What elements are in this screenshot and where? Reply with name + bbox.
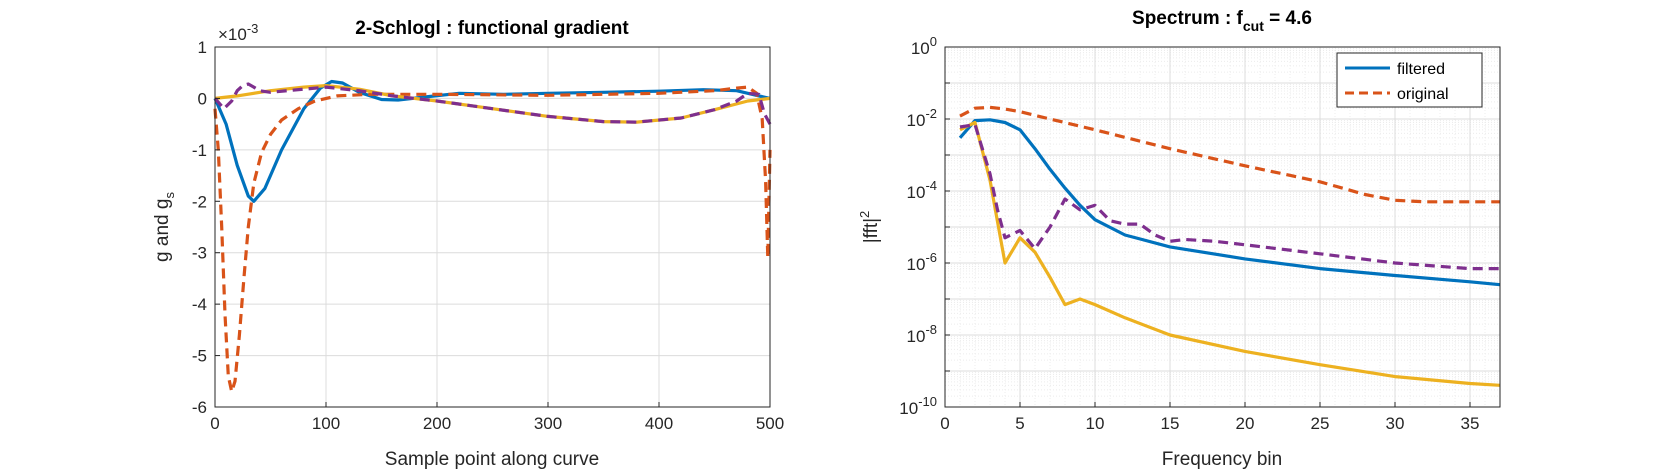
spectrum-title-tail: = 4.6 bbox=[1264, 8, 1312, 29]
gradient-y-label-main: g and g bbox=[152, 199, 173, 262]
y-tick-label: -1 bbox=[192, 141, 207, 160]
spectrum-series-line-3 bbox=[959, 120, 1501, 387]
x-tick-label: 35 bbox=[1461, 414, 1480, 433]
spectrum-title-main: Spectrum : f bbox=[1132, 8, 1244, 29]
gradient-y-label: g and gs bbox=[152, 192, 177, 262]
y-exponent-prefix: ×10 bbox=[218, 25, 247, 44]
y-tick-label: 100 bbox=[911, 34, 937, 58]
y-tick-label: 10-8 bbox=[907, 322, 937, 346]
x-tick-label: 0 bbox=[210, 414, 219, 433]
y-tick-label: -3 bbox=[192, 244, 207, 263]
x-tick-label: 500 bbox=[756, 414, 784, 433]
y-tick-label: 0 bbox=[198, 89, 207, 108]
x-tick-label: 400 bbox=[645, 414, 673, 433]
x-tick-label: 30 bbox=[1386, 414, 1405, 433]
x-tick-label: 100 bbox=[312, 414, 340, 433]
legend-filtered-label: filtered bbox=[1397, 61, 1445, 78]
x-tick-label: 0 bbox=[940, 414, 949, 433]
x-tick-label: 20 bbox=[1236, 414, 1255, 433]
gradient-series-line-2 bbox=[213, 85, 772, 394]
x-tick-label: 300 bbox=[534, 414, 562, 433]
gradient-x-ticks: 0 100 200 300 400 500 bbox=[210, 402, 784, 433]
y-tick-label: 10-6 bbox=[907, 250, 937, 274]
y-tick-label: -6 bbox=[192, 398, 207, 417]
y-exponent-power: -3 bbox=[247, 21, 259, 36]
gradient-y-label-sub: s bbox=[162, 192, 177, 199]
x-tick-label: 200 bbox=[423, 414, 451, 433]
y-exponent-label: ×10-3 bbox=[218, 21, 258, 44]
x-tick-label: 10 bbox=[1086, 414, 1105, 433]
spectrum-plot: 0 5 10 15 20 25 30 35 10010-210-410-610-810-10 … bbox=[857, 8, 1501, 470]
gradient-series-line-4 bbox=[213, 82, 772, 125]
y-tick-label: 1 bbox=[198, 38, 207, 57]
y-tick-label: -5 bbox=[192, 347, 207, 366]
spectrum-y-ticks: 100 10-2 10-4 10-6 10-8 10-10 bbox=[899, 34, 950, 418]
x-tick-label: 15 bbox=[1161, 414, 1180, 433]
gradient-series bbox=[213, 79, 772, 394]
spectrum-y-label-main: |fft| bbox=[861, 218, 882, 243]
y-tick-label: 10-4 bbox=[907, 178, 937, 202]
legend-box bbox=[1336, 52, 1483, 108]
spectrum-title-sub: cut bbox=[1243, 18, 1264, 34]
spectrum-x-ticks: 0 5 10 15 20 25 30 35 bbox=[940, 402, 1479, 433]
gradient-plot: 0 100 200 300 400 500 1 0 -1 -2 -3 -4 -5 -6 2-Schlog… bbox=[152, 18, 784, 470]
spectrum-y-label: |fft|2 bbox=[857, 211, 882, 244]
y-tick-label: -2 bbox=[192, 192, 207, 211]
spectrum-legend: filtered original bbox=[1336, 52, 1483, 108]
x-tick-label: 5 bbox=[1015, 414, 1024, 433]
gradient-plot-area bbox=[215, 47, 770, 407]
y-tick-label: 10-2 bbox=[907, 106, 937, 130]
x-tick-label: 25 bbox=[1311, 414, 1330, 433]
gradient-y-ticks: 1 0 -1 -2 -3 -4 -5 -6 bbox=[192, 38, 220, 417]
gradient-x-label: Sample point along curve bbox=[385, 449, 599, 470]
spectrum-series-line-1 bbox=[958, 118, 1501, 287]
spectrum-series bbox=[958, 105, 1501, 387]
spectrum-series-line-4 bbox=[959, 123, 1500, 271]
spectrum-series-line-2 bbox=[959, 105, 1500, 204]
legend-original-label: original bbox=[1397, 86, 1449, 103]
y-tick-label: 10-10 bbox=[899, 394, 937, 418]
gradient-axes-box bbox=[214, 46, 771, 408]
spectrum-y-label-sup: 2 bbox=[857, 211, 872, 218]
spectrum-x-label: Frequency bin bbox=[1162, 449, 1282, 470]
y-tick-label: -4 bbox=[192, 295, 207, 314]
spectrum-title: Spectrum : fcut = 4.6 bbox=[1132, 8, 1312, 34]
gradient-title: 2-Schlogl : functional gradient bbox=[355, 18, 629, 39]
